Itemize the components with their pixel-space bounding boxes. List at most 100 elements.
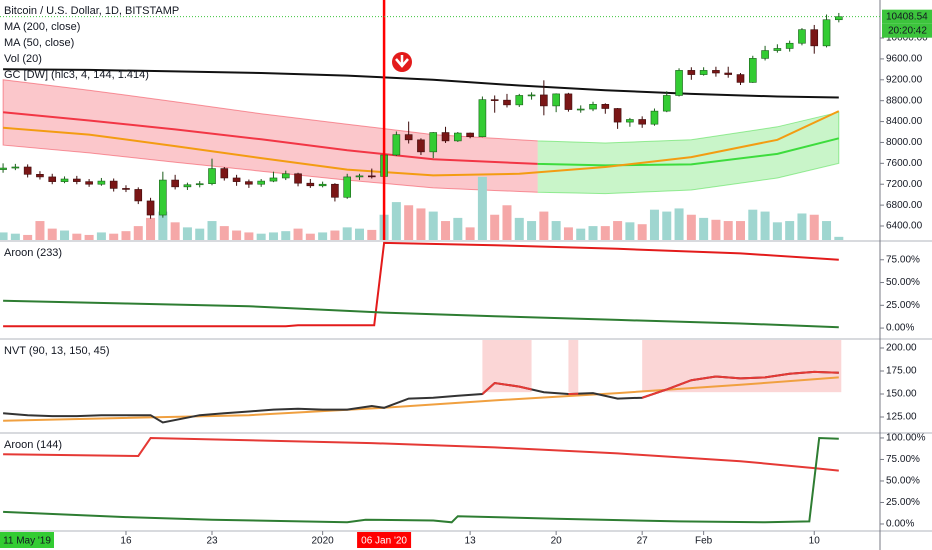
volume-bar — [736, 221, 746, 240]
candle-body — [712, 70, 720, 74]
marker-box — [357, 532, 412, 548]
volume-bar — [748, 209, 758, 240]
volume-bar — [244, 232, 254, 240]
candle-body — [773, 48, 782, 51]
legend-entry: MA (50, close) — [4, 37, 74, 49]
volume-bar — [182, 227, 192, 240]
candle-body — [613, 108, 622, 123]
candle-body — [724, 72, 733, 75]
last-price-label: 10408.54 — [886, 11, 928, 22]
volume-bar — [416, 208, 426, 240]
line-series — [642, 370, 839, 399]
pane-title: Aroon (144) — [4, 439, 62, 451]
volume-bar — [391, 202, 401, 240]
candle-body — [822, 19, 831, 47]
y-tick-label: 7200.00 — [886, 179, 923, 190]
y-tick-label: 200.00 — [886, 343, 917, 354]
candle-body — [97, 180, 106, 185]
volume-bar — [834, 236, 844, 240]
x-tick-label: 20 — [551, 536, 563, 547]
volume-bar — [281, 231, 291, 240]
x-tick-label: 2020 — [312, 536, 335, 547]
line-series — [3, 68, 839, 99]
x-tick-label: 13 — [465, 536, 477, 547]
volume-bar — [588, 226, 598, 240]
candle-body — [761, 50, 769, 59]
y-tick-label: 150.00 — [886, 389, 917, 400]
volume-bar — [613, 221, 623, 240]
volume-bar — [711, 219, 721, 240]
volume-bar — [158, 211, 168, 240]
candle-body — [109, 180, 118, 189]
y-tick-label: 75.00% — [886, 254, 920, 265]
candle-body — [85, 181, 93, 185]
volume-bar — [809, 214, 819, 240]
pane-title: NVT (90, 13, 150, 45) — [4, 345, 110, 357]
volume-bar — [785, 221, 795, 240]
candle-body — [232, 177, 241, 182]
volume-bar — [133, 226, 143, 240]
volume-bar — [404, 205, 414, 240]
volume-bar — [502, 205, 512, 240]
marker-label: 06 Jan '20 — [361, 536, 407, 547]
volume-bar — [330, 230, 340, 240]
candle-body — [36, 174, 44, 178]
volume-bar — [121, 231, 131, 240]
volume-bar — [477, 176, 487, 240]
y-tick-label: 6400.00 — [886, 221, 923, 232]
volume-bar — [367, 229, 377, 240]
candle-body — [122, 188, 130, 190]
volume-bar — [219, 226, 229, 240]
volume-bar — [686, 214, 696, 240]
candle-body — [183, 184, 192, 188]
volume-bar — [342, 227, 352, 240]
legend-entry: GC [DW] (hlc3, 4, 144, 1.414) — [4, 69, 149, 81]
y-tick-label: 75.00% — [886, 454, 920, 465]
volume-bar — [539, 211, 549, 240]
channel-mid — [3, 111, 538, 165]
y-tick-label: 25.00% — [886, 300, 920, 311]
volume-bar — [674, 208, 684, 240]
y-tick-label: 25.00% — [886, 497, 920, 508]
volume-bar — [96, 232, 106, 240]
y-tick-label: 9600.00 — [886, 54, 923, 65]
candle-body — [343, 176, 352, 198]
candle-body — [257, 180, 265, 185]
candle-body — [318, 183, 327, 187]
candle-body — [294, 173, 302, 184]
volume-bar — [699, 217, 709, 240]
volume-bar — [195, 228, 205, 240]
candle-body — [281, 173, 290, 179]
y-tick-label: 8000.00 — [886, 137, 923, 148]
candle-body — [540, 94, 548, 107]
legend-entry: MA (200, close) — [4, 21, 80, 33]
volume-bar — [600, 226, 610, 240]
y-tick-label: 6800.00 — [886, 200, 923, 211]
candle-body — [331, 183, 339, 198]
volume-bar — [35, 221, 45, 240]
signal-arrow — [392, 52, 412, 72]
y-tick-label: 8400.00 — [886, 116, 923, 127]
volume-bar — [662, 211, 672, 240]
volume-bar — [441, 221, 451, 240]
candle-body — [245, 181, 253, 185]
candle-body — [736, 74, 745, 83]
y-tick-label: 50.00% — [886, 277, 920, 288]
candle-body — [527, 94, 536, 97]
chart-title: Bitcoin / U.S. Dollar, 1D, BITSTAMP — [4, 5, 179, 17]
volume-bar — [60, 230, 70, 240]
candle-body — [503, 99, 511, 106]
y-tick-label: 8800.00 — [886, 95, 923, 106]
volume-bar — [514, 217, 524, 240]
volume-bar — [0, 232, 8, 240]
y-tick-label: 0.00% — [886, 323, 914, 334]
highlight-region — [642, 340, 842, 393]
volume-bar — [47, 228, 57, 240]
candle-body — [171, 179, 179, 188]
channel-band — [2, 79, 538, 193]
volume-bar — [256, 233, 266, 240]
volume-bar — [109, 233, 119, 240]
volume-bar — [551, 221, 561, 240]
